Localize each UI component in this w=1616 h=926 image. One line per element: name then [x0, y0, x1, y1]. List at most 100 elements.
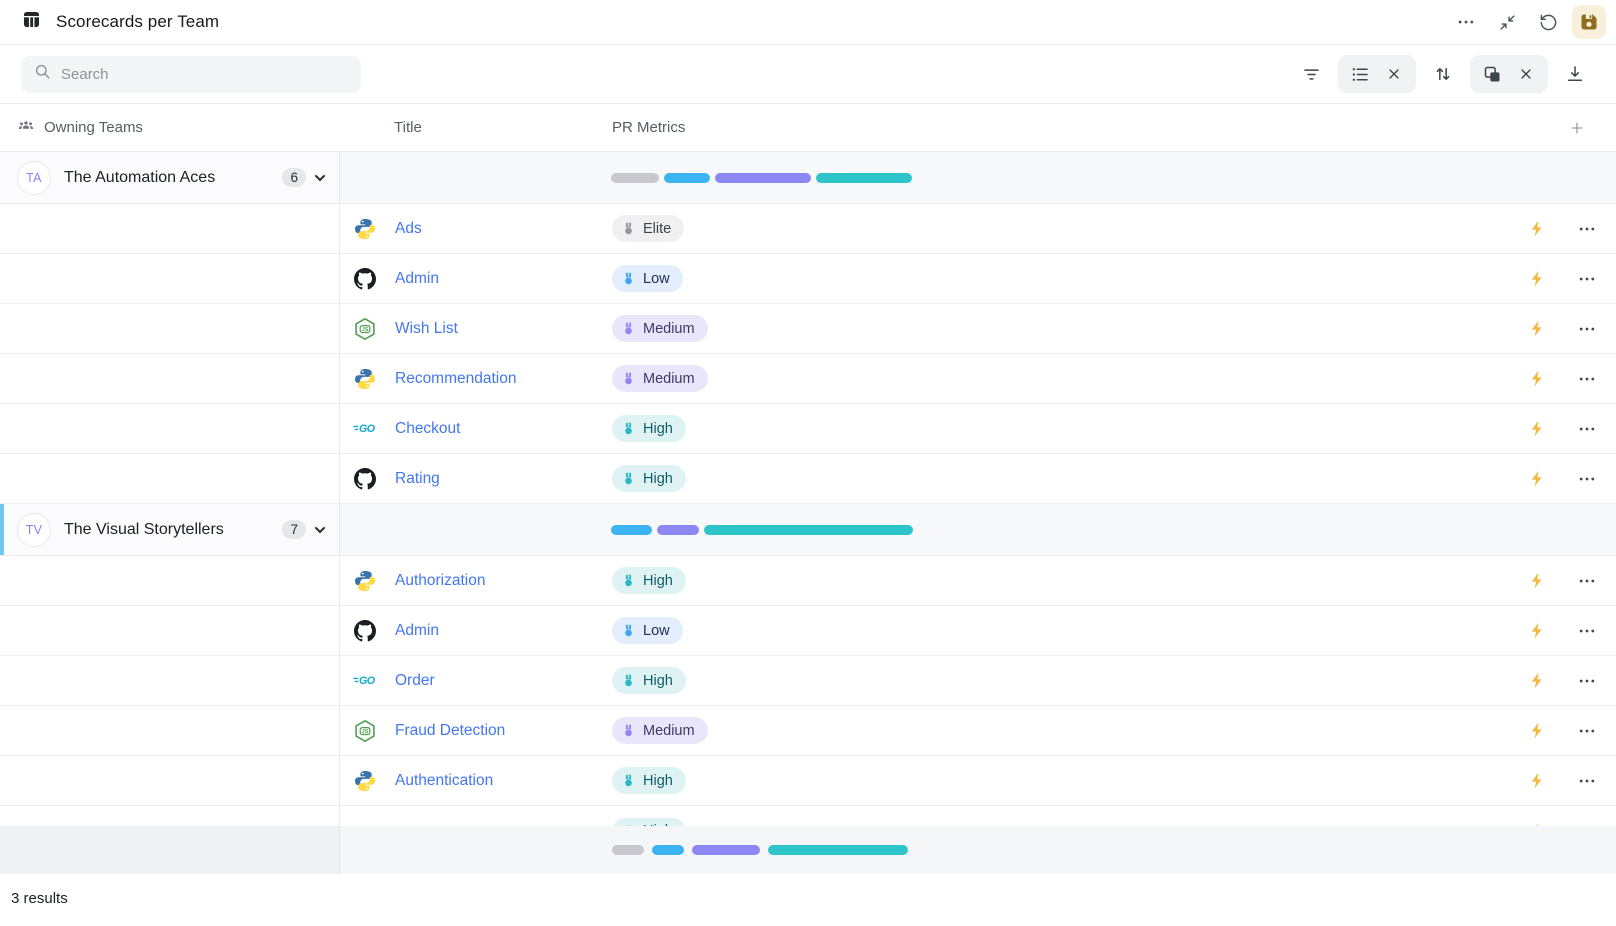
group-by-icon[interactable]	[1475, 57, 1509, 91]
group-row[interactable]: TA The Automation Aces 6	[0, 152, 1616, 204]
run-action-icon[interactable]	[1524, 768, 1550, 794]
entity-link[interactable]: Rating	[395, 469, 440, 487]
level-label: Medium	[643, 722, 695, 739]
entity-link[interactable]: Order	[395, 671, 435, 689]
table-row: Recommendation Medium	[0, 354, 1616, 404]
entity-link[interactable]: Authorization	[395, 571, 486, 589]
row-actions	[1524, 568, 1600, 594]
chevron-down-icon[interactable]	[311, 521, 329, 539]
table-row: JS Wish List Medium	[0, 304, 1616, 354]
run-action-icon[interactable]	[1524, 568, 1550, 594]
table-view-icon	[22, 10, 41, 34]
row-menu-icon[interactable]	[1574, 618, 1600, 644]
row-menu-icon[interactable]	[1574, 718, 1600, 744]
group-score-bar	[611, 172, 912, 183]
level-label: Low	[643, 622, 670, 639]
python-icon	[353, 769, 377, 793]
search-input[interactable]	[61, 65, 349, 83]
bar-segment-low	[664, 172, 710, 183]
entity-link[interactable]: Wish List	[395, 319, 458, 337]
bar-segment-elite	[612, 845, 644, 855]
row-actions	[1524, 768, 1600, 794]
clear-group-by-icon[interactable]	[1509, 57, 1543, 91]
save-button[interactable]	[1572, 5, 1606, 39]
level-label: Medium	[643, 370, 695, 387]
level-label: Elite	[643, 220, 672, 237]
row-main: GO Checkout High	[340, 404, 1616, 453]
title-cell: Ads	[340, 217, 610, 241]
row-main: Ads Elite	[340, 204, 1616, 253]
column-label-owning-teams: Owning Teams	[44, 119, 143, 136]
row-menu-icon[interactable]	[1574, 366, 1600, 392]
pr-metrics-cell: Low	[610, 265, 1616, 292]
entity-link[interactable]: Checkout	[395, 419, 461, 437]
add-column-button[interactable]	[1564, 115, 1590, 141]
undo-icon[interactable]	[1531, 5, 1565, 39]
medal-icon	[622, 825, 635, 826]
clear-list-view-icon[interactable]	[1377, 57, 1411, 91]
run-action-icon[interactable]	[1524, 416, 1550, 442]
pr-metrics-cell: High	[610, 767, 1616, 794]
row-menu-icon[interactable]	[1574, 216, 1600, 242]
title-cell: Recommendation	[340, 367, 610, 391]
run-action-icon[interactable]	[1524, 316, 1550, 342]
collapse-button[interactable]	[1490, 5, 1524, 39]
table-row: JS Fraud Detection Medium	[0, 706, 1616, 756]
sort-icon[interactable]	[1426, 57, 1460, 91]
entity-link[interactable]: Fraud Detection	[395, 721, 506, 739]
run-action-icon[interactable]	[1524, 266, 1550, 292]
level-label: Low	[643, 270, 670, 287]
run-action-icon[interactable]	[1524, 668, 1550, 694]
row-menu-icon[interactable]	[1574, 266, 1600, 292]
filter-icon[interactable]	[1294, 57, 1328, 91]
list-view-icon[interactable]	[1343, 57, 1377, 91]
row-menu-icon[interactable]	[1574, 668, 1600, 694]
row-menu-icon[interactable]	[1574, 768, 1600, 794]
row-menu-icon[interactable]	[1574, 416, 1600, 442]
table-row: Authorization High	[0, 556, 1616, 606]
level-label: Medium	[643, 320, 695, 337]
run-action-icon[interactable]	[1524, 818, 1550, 826]
run-action-icon[interactable]	[1524, 618, 1550, 644]
table-row: GO Checkout High	[0, 404, 1616, 454]
group-row[interactable]: TV The Visual Storytellers 7	[0, 504, 1616, 556]
group-score-bar	[611, 524, 913, 535]
row-menu-icon[interactable]	[1574, 316, 1600, 342]
toolbar	[0, 45, 1616, 103]
entity-link[interactable]: Ads	[395, 219, 422, 237]
row-menu-icon[interactable]	[1574, 818, 1600, 826]
more-menu-button[interactable]	[1449, 5, 1483, 39]
entity-link[interactable]: Authentication	[395, 771, 494, 789]
medal-icon	[622, 674, 635, 687]
title-cell: Rating	[340, 467, 610, 491]
row-menu-icon[interactable]	[1574, 466, 1600, 492]
topbar-actions	[1449, 5, 1606, 39]
run-action-icon[interactable]	[1524, 216, 1550, 242]
download-icon[interactable]	[1558, 57, 1592, 91]
nodejs-icon: JS	[353, 719, 377, 743]
owning-team-cell	[0, 454, 340, 503]
table-row: Rating High	[0, 454, 1616, 504]
level-label: High	[643, 420, 673, 437]
chevron-down-icon[interactable]	[311, 169, 329, 187]
entity-link[interactable]: Admin	[395, 269, 439, 287]
github-icon	[353, 267, 377, 291]
owning-team-cell	[0, 606, 340, 655]
pr-metrics-cell: Elite	[610, 215, 1616, 242]
run-action-icon[interactable]	[1524, 466, 1550, 492]
medal-icon	[622, 472, 635, 485]
title-cell: Admin	[340, 267, 610, 291]
title-cell: GO Checkout	[340, 417, 610, 441]
entity-link[interactable]: Admin	[395, 621, 439, 639]
owning-team-cell	[0, 806, 340, 826]
title-cell: JS Wish List	[340, 317, 610, 341]
entity-link[interactable]: Recommendation	[395, 369, 517, 387]
run-action-icon[interactable]	[1524, 718, 1550, 744]
row-actions	[1524, 718, 1600, 744]
run-action-icon[interactable]	[1524, 366, 1550, 392]
row-actions	[1524, 316, 1600, 342]
row-menu-icon[interactable]	[1574, 568, 1600, 594]
row-main: Authorization High	[340, 556, 1616, 605]
owning-team-cell	[0, 756, 340, 805]
